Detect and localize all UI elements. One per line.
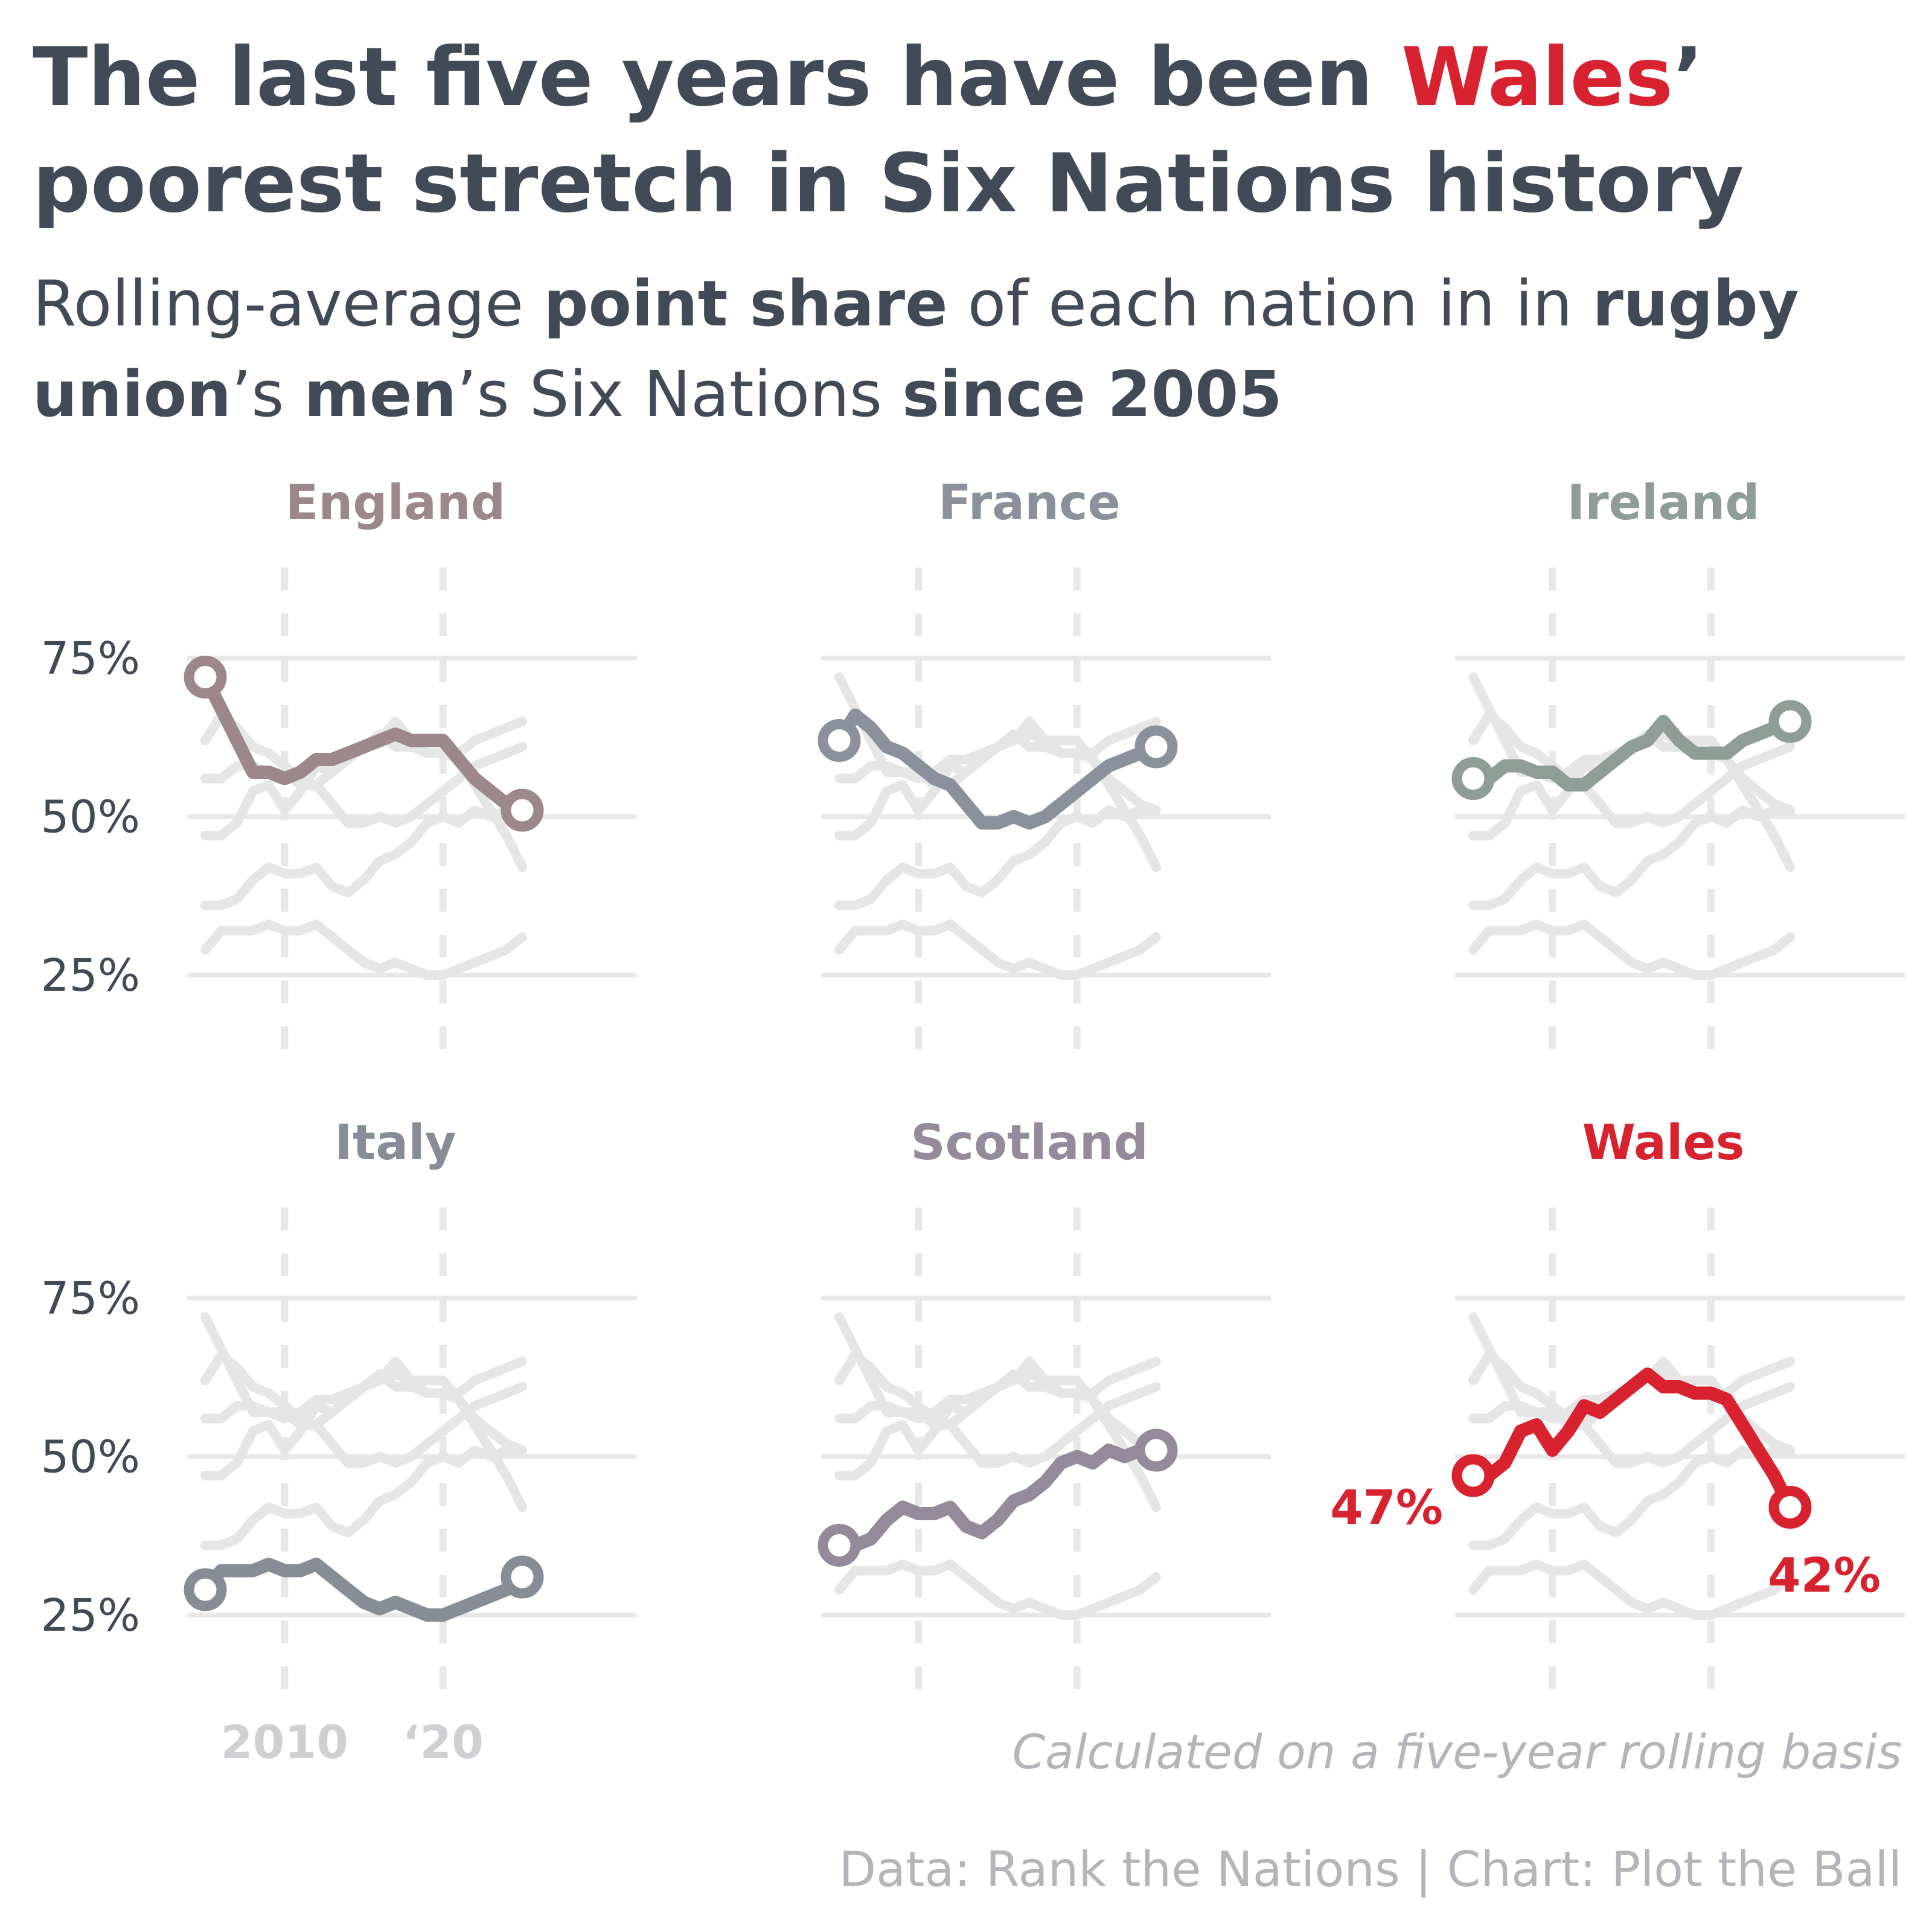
subtitle-bold-2: rugby union: [33, 267, 1799, 431]
background-line-scotland-wales: [834, 1369, 1161, 1512]
background-line-france-wales: [834, 729, 1161, 872]
method-note: Calculated on a five-year rolling basis: [1012, 1726, 1902, 1780]
chart-title: The last five years have been Wales’ poo…: [33, 24, 1916, 237]
source-credit: Data: Rank the Nations | Chart: Plot the…: [839, 1841, 1902, 1898]
background-line-wales-italy: [1468, 1559, 1795, 1620]
background-line-france-italy: [834, 920, 1161, 980]
title-highlight-wales: Wales: [1401, 30, 1673, 124]
endpoint-marker-italy-end: [501, 1555, 544, 1599]
panel-title-italy: Italy: [334, 1115, 456, 1171]
endpoint-marker-ireland-start: [1451, 757, 1495, 800]
panel-title-scotland: Scotland: [910, 1115, 1148, 1171]
endpoint-marker-france-end: [1134, 725, 1178, 769]
series-line-ireland: [1467, 715, 1797, 792]
series-line-scotland: [833, 1444, 1163, 1552]
x-tick-label-1: ‘20: [402, 1715, 484, 1769]
series-line-italy: [199, 1558, 529, 1622]
endpoint-marker-scotland-start: [817, 1524, 861, 1567]
series-line-england: [199, 670, 529, 817]
background-line-scotland-italy: [834, 1559, 1161, 1620]
panel-title-france: France: [938, 475, 1121, 531]
background-line-italy-wales: [200, 1369, 527, 1512]
annotation-label-0: 47%: [1330, 1481, 1443, 1535]
y-tick-label-row1-1: 50%: [41, 792, 140, 843]
annotation-label-1: 42%: [1768, 1549, 1881, 1604]
y-tick-label-row1-2: 75%: [41, 633, 140, 685]
series-line-wales: [1467, 1367, 1797, 1514]
subtitle-bold-1: point share: [543, 267, 948, 341]
background-line-england-wales: [200, 729, 527, 872]
background-line-italy-scotland: [200, 1445, 527, 1550]
title-part-2: ’ poorest stretch in Six Nations history: [33, 30, 1744, 231]
subtitle-bold-4: since 2005: [902, 357, 1282, 431]
panel-title-england: England: [286, 475, 506, 531]
panel-title-ireland: Ireland: [1567, 475, 1759, 531]
subtitle-text-1: Rolling-average: [33, 267, 544, 341]
background-line-ireland-scotland: [1468, 805, 1795, 910]
background-line-france-scotland: [834, 805, 1161, 910]
subtitle-text-4: ’s Six Nations: [456, 357, 903, 431]
endpoint-marker-italy-start: [184, 1568, 227, 1611]
x-tick-label-0: 2010: [220, 1715, 348, 1769]
endpoint-marker-england-end: [501, 788, 544, 832]
subtitle-bold-3: men: [304, 357, 457, 431]
chart-subtitle: Rolling-average point share of each nati…: [33, 258, 1916, 440]
endpoint-marker-wales-end: [1768, 1486, 1812, 1529]
y-tick-label-row1-0: 25%: [41, 950, 140, 1002]
background-line-england-italy: [200, 920, 527, 980]
endpoint-marker-france-start: [817, 719, 861, 762]
subtitle-text-2: of each nation in in: [947, 267, 1593, 341]
title-part-1: The last five years have been: [33, 30, 1401, 124]
subtitle-text-3: ’s: [231, 357, 304, 431]
y-tick-label-row2-1: 50%: [41, 1431, 140, 1483]
background-line-wales-scotland: [1468, 1445, 1795, 1550]
panel-title-wales: Wales: [1582, 1115, 1745, 1171]
endpoint-marker-wales-start: [1451, 1454, 1495, 1497]
y-tick-label-row2-2: 75%: [41, 1273, 140, 1325]
y-tick-label-row2-0: 25%: [41, 1590, 140, 1642]
series-line-france: [833, 708, 1163, 830]
endpoint-marker-england-start: [184, 656, 227, 699]
background-line-england-scotland: [200, 805, 527, 910]
endpoint-marker-ireland-end: [1768, 700, 1812, 743]
endpoint-marker-scotland-end: [1134, 1428, 1178, 1472]
background-line-ireland-italy: [1468, 920, 1795, 980]
